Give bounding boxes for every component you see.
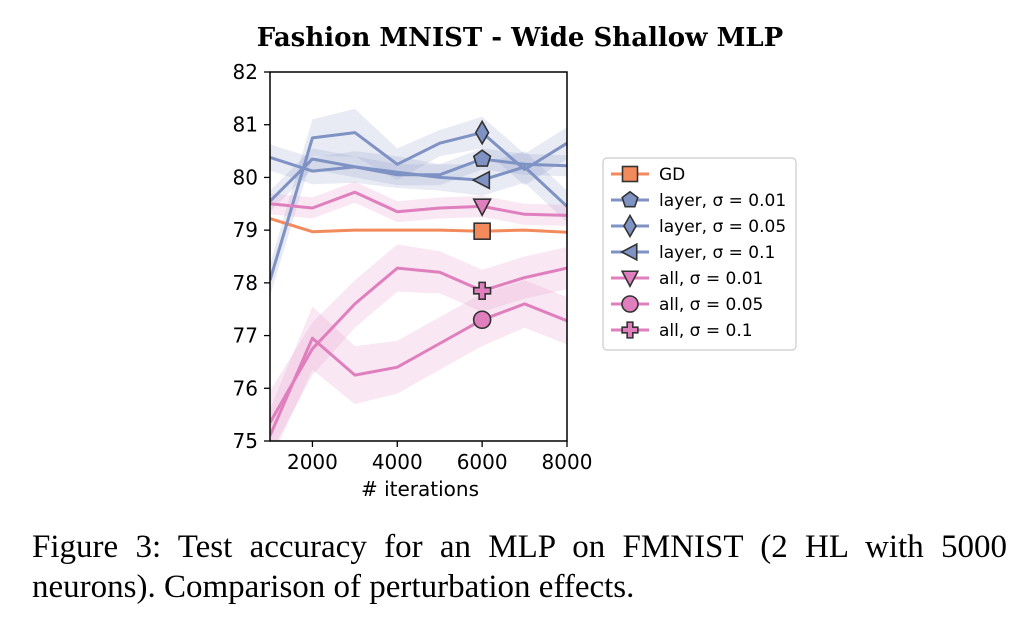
y-tick-label: 76 bbox=[233, 376, 258, 400]
marker-all-sigma-0-1 bbox=[472, 281, 492, 300]
x-tick-label: 8000 bbox=[542, 450, 593, 474]
y-tick-label: 82 bbox=[233, 60, 258, 84]
y-tick-label: 79 bbox=[233, 218, 258, 242]
y-tick-label: 75 bbox=[233, 429, 258, 453]
legend-marker-gd bbox=[621, 165, 639, 183]
axes-frame bbox=[269, 71, 568, 442]
x-axis-ticks: 2000 4000 6000 8000 bbox=[287, 441, 592, 474]
x-tick-label: 2000 bbox=[287, 450, 338, 474]
legend-label-all-sigma-0-1: all, σ = 0.1 bbox=[659, 321, 753, 341]
line-layer-sigma-0-1 bbox=[270, 155, 567, 208]
x-axis-label: # iterations bbox=[361, 477, 479, 501]
legend-marker-all-sigma-0-05 bbox=[621, 295, 639, 313]
band-all-sigma-0-05 bbox=[270, 280, 567, 441]
legend-label-layer-sigma-0-01: layer, σ = 0.01 bbox=[659, 191, 786, 211]
marker-all-sigma-0-01 bbox=[472, 198, 492, 217]
error-bands bbox=[270, 108, 567, 441]
legend-label-layer-sigma-0-1: layer, σ = 0.1 bbox=[659, 243, 775, 263]
line-all-sigma-0-1 bbox=[270, 266, 567, 424]
marker-layer-sigma-0-05 bbox=[474, 119, 490, 146]
y-axis-ticks: 75 76 77 78 79 80 81 82 bbox=[233, 60, 270, 453]
chart-title: Fashion MNIST - Wide Shallow MLP bbox=[257, 23, 783, 53]
legend-marker-layer-sigma-0-1 bbox=[620, 242, 638, 262]
legend: GD layer, σ = 0.01 layer, σ = 0.05 layer, σ… bbox=[602, 157, 797, 351]
series-markers bbox=[471, 119, 492, 330]
marker-layer-sigma-0-01 bbox=[472, 149, 492, 167]
figure-caption: Figure 3: Test accuracy for an MLP on FM… bbox=[32, 529, 1007, 605]
marker-gd bbox=[473, 222, 491, 240]
legend-marker-all-sigma-0-01 bbox=[620, 270, 640, 288]
band-layer-sigma-0-05 bbox=[270, 108, 567, 297]
x-tick-label: 6000 bbox=[457, 450, 508, 474]
y-tick-label: 81 bbox=[233, 113, 258, 137]
legend-marker-layer-sigma-0-01 bbox=[621, 190, 639, 208]
legend-marker-all-sigma-0-1 bbox=[621, 321, 639, 339]
x-tick-label: 4000 bbox=[372, 450, 423, 474]
legend-label-gd: GD bbox=[659, 165, 685, 185]
legend-label-all-sigma-0-05: all, σ = 0.05 bbox=[659, 295, 763, 315]
marker-layer-sigma-0-1 bbox=[471, 170, 491, 190]
y-tick-label: 77 bbox=[233, 324, 258, 348]
marker-all-sigma-0-05 bbox=[472, 310, 492, 330]
series-lines bbox=[270, 131, 567, 437]
y-tick-label: 80 bbox=[233, 165, 258, 189]
line-all-sigma-0-01 bbox=[270, 190, 567, 217]
y-tick-label: 78 bbox=[233, 271, 258, 295]
legend-label-all-sigma-0-01: all, σ = 0.01 bbox=[659, 269, 763, 289]
line-gd bbox=[270, 217, 567, 234]
legend-marker-layer-sigma-0-05 bbox=[623, 213, 637, 239]
band-all-sigma-0-01 bbox=[270, 181, 567, 226]
legend-box bbox=[602, 157, 797, 351]
line-layer-sigma-0-05 bbox=[270, 131, 567, 281]
legend-label-layer-sigma-0-05: layer, σ = 0.05 bbox=[659, 217, 786, 237]
line-all-sigma-0-05 bbox=[270, 302, 567, 437]
band-all-sigma-0-1 bbox=[270, 244, 567, 441]
